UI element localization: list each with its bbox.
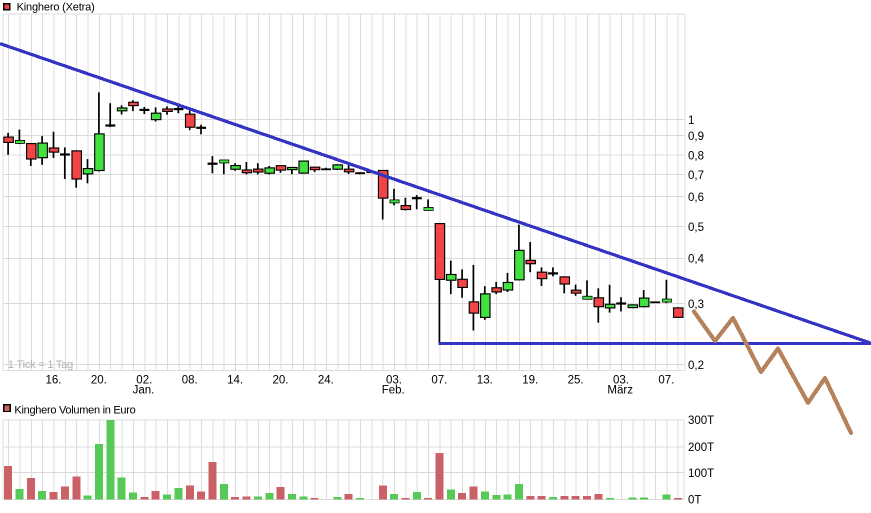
- svg-text:0,5: 0,5: [688, 222, 704, 234]
- svg-text:Kinghero Volumen in Euro: Kinghero Volumen in Euro: [14, 404, 135, 416]
- svg-text:13.: 13.: [477, 374, 493, 386]
- svg-text:0,9: 0,9: [688, 131, 704, 143]
- svg-text:0,4: 0,4: [688, 254, 705, 266]
- svg-text:300T: 300T: [688, 415, 714, 427]
- svg-text:Jan.: Jan.: [133, 385, 155, 397]
- svg-text:0,8: 0,8: [688, 150, 704, 162]
- svg-text:19.: 19.: [522, 374, 538, 386]
- svg-text:0,2: 0,2: [688, 360, 704, 372]
- svg-text:0,7: 0,7: [688, 170, 704, 182]
- svg-text:Feb.: Feb.: [382, 385, 405, 397]
- svg-text:100T: 100T: [688, 468, 714, 480]
- svg-text:Kinghero (Xetra): Kinghero (Xetra): [17, 1, 95, 13]
- svg-text:03.: 03.: [613, 374, 629, 386]
- svg-text:März: März: [607, 385, 633, 397]
- svg-text:07.: 07.: [431, 374, 447, 386]
- svg-text:25.: 25.: [568, 374, 584, 386]
- svg-text:20.: 20.: [273, 374, 289, 386]
- svg-text:08.: 08.: [182, 374, 198, 386]
- svg-text:1 Tick = 1 Tag: 1 Tick = 1 Tag: [8, 359, 73, 371]
- svg-text:03.: 03.: [386, 374, 402, 386]
- svg-text:200T: 200T: [688, 442, 714, 454]
- svg-text:24.: 24.: [318, 374, 334, 386]
- svg-text:1: 1: [688, 115, 694, 127]
- svg-text:07.: 07.: [658, 374, 674, 386]
- svg-text:14.: 14.: [227, 374, 243, 386]
- svg-text:20.: 20.: [91, 374, 107, 386]
- svg-text:0,6: 0,6: [688, 192, 704, 204]
- svg-text:0,3: 0,3: [688, 299, 704, 311]
- svg-text:16.: 16.: [46, 374, 62, 386]
- svg-text:02.: 02.: [136, 374, 152, 386]
- svg-text:0T: 0T: [688, 494, 701, 506]
